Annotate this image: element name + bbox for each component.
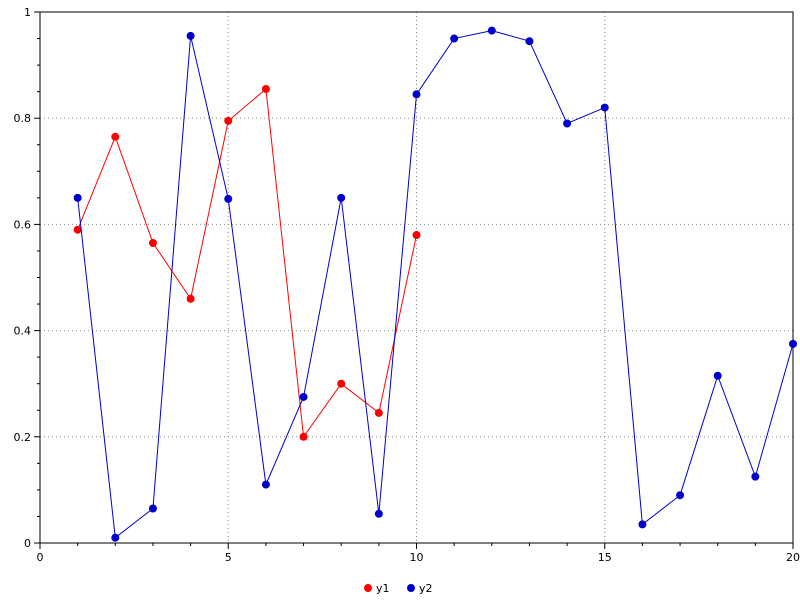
legend: y1 y2 bbox=[364, 582, 433, 595]
data-point-y2 bbox=[111, 533, 120, 542]
data-point-y2 bbox=[525, 37, 534, 46]
series-line-y1 bbox=[77, 88, 417, 439]
legend-label-y2: y2 bbox=[419, 582, 433, 595]
legend-marker-y2 bbox=[407, 584, 415, 592]
data-point-y2 bbox=[412, 90, 421, 99]
axis-ticks bbox=[34, 11, 794, 549]
data-point-y1 bbox=[412, 231, 421, 240]
x-tick-label: 15 bbox=[598, 551, 612, 564]
x-tick-label: 0 bbox=[37, 551, 44, 564]
series-y2 bbox=[73, 26, 797, 542]
data-point-y2 bbox=[299, 392, 308, 401]
data-point-y2 bbox=[337, 193, 346, 202]
y-tick-label: 0.4 bbox=[14, 325, 32, 338]
x-tick-label: 20 bbox=[786, 551, 800, 564]
data-point-y1 bbox=[148, 238, 157, 247]
legend-item-y2: y2 bbox=[407, 582, 433, 595]
data-point-y2 bbox=[374, 509, 383, 518]
y-tick-label: 0.2 bbox=[14, 431, 32, 444]
data-point-y1 bbox=[299, 432, 308, 441]
data-point-y1 bbox=[374, 408, 383, 417]
data-point-y2 bbox=[487, 26, 496, 35]
legend-label-y1: y1 bbox=[376, 582, 390, 595]
y-tick-label: 0 bbox=[24, 537, 31, 550]
data-point-y1 bbox=[186, 294, 195, 303]
data-point-y2 bbox=[148, 504, 157, 513]
y-tick-label: 0.6 bbox=[14, 218, 32, 231]
x-tick-label: 5 bbox=[225, 551, 232, 564]
data-point-y2 bbox=[789, 339, 797, 348]
axis-labels: 0 5 10 15 20 0 0.2 0.4 0.6 0.8 1 bbox=[14, 6, 800, 564]
data-point-y2 bbox=[638, 520, 647, 529]
data-point-y2 bbox=[224, 194, 233, 203]
legend-marker-y1 bbox=[364, 584, 372, 592]
data-point-y1 bbox=[261, 84, 270, 93]
data-point-y2 bbox=[676, 491, 685, 500]
data-point-y2 bbox=[751, 472, 760, 481]
data-point-y1 bbox=[73, 225, 82, 234]
data-point-y2 bbox=[713, 371, 722, 380]
data-point-y1 bbox=[224, 116, 233, 125]
y-tick-label: 1 bbox=[24, 6, 31, 19]
x-tick-label: 10 bbox=[410, 551, 424, 564]
series-line-y2 bbox=[77, 30, 794, 539]
data-point-y1 bbox=[111, 132, 120, 141]
data-point-y2 bbox=[73, 193, 82, 202]
data-point-y1 bbox=[337, 379, 346, 388]
gridlines bbox=[40, 12, 793, 543]
data-point-y2 bbox=[186, 31, 195, 40]
legend-item-y1: y1 bbox=[364, 582, 390, 595]
data-point-y2 bbox=[563, 119, 572, 128]
data-point-y2 bbox=[600, 103, 609, 112]
data-point-y2 bbox=[450, 34, 459, 43]
series-y1 bbox=[73, 84, 421, 441]
y-tick-label: 0.8 bbox=[14, 112, 32, 125]
data-point-y2 bbox=[261, 480, 270, 489]
